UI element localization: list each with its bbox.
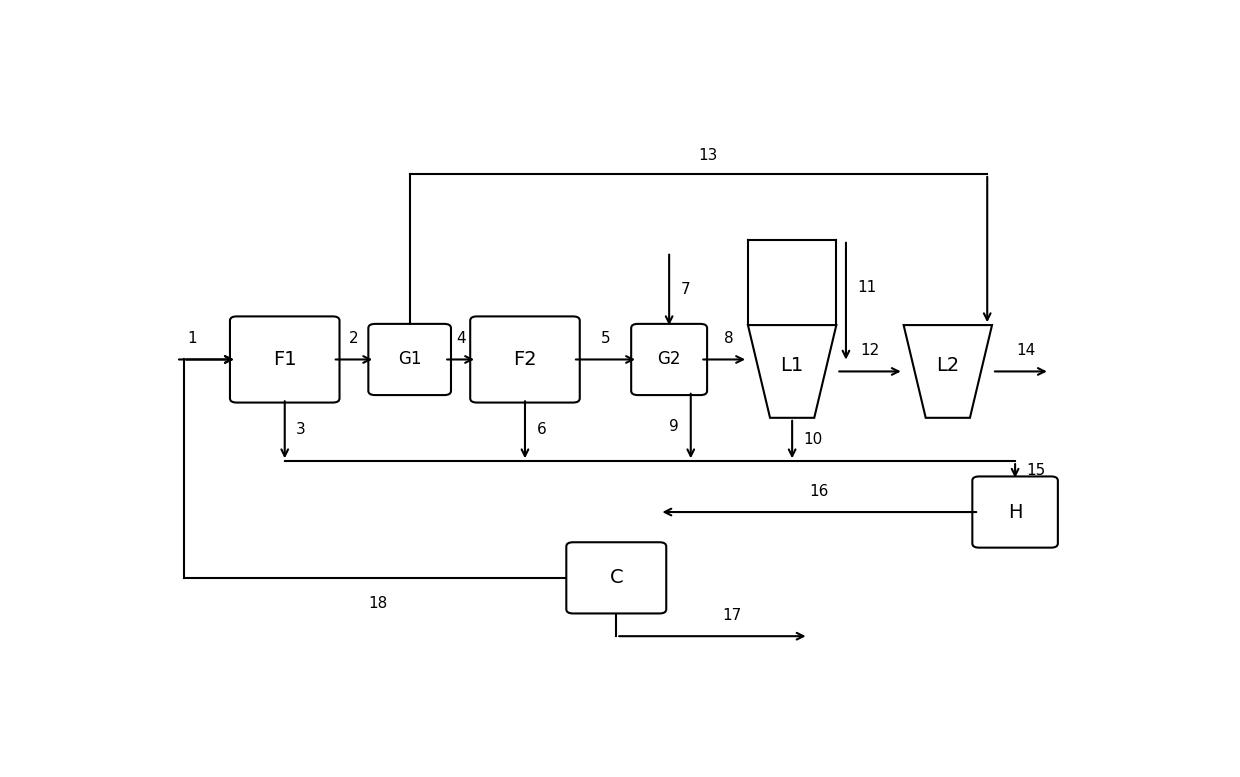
Text: 15: 15 — [1027, 463, 1045, 479]
Text: 18: 18 — [368, 596, 388, 611]
Text: L1: L1 — [780, 356, 804, 375]
Polygon shape — [748, 325, 836, 418]
FancyBboxPatch shape — [567, 542, 666, 614]
Text: 5: 5 — [600, 331, 610, 347]
Text: 6: 6 — [537, 422, 547, 437]
Text: 12: 12 — [861, 343, 879, 358]
Text: 1: 1 — [187, 331, 197, 347]
Text: 17: 17 — [722, 608, 742, 623]
Text: G1: G1 — [398, 350, 422, 368]
FancyBboxPatch shape — [368, 324, 451, 395]
Text: 7: 7 — [681, 282, 691, 298]
Text: L2: L2 — [936, 356, 960, 375]
Text: F1: F1 — [273, 350, 296, 369]
Text: 3: 3 — [296, 422, 306, 437]
Text: 13: 13 — [698, 148, 718, 163]
FancyBboxPatch shape — [972, 476, 1058, 548]
Text: 4: 4 — [456, 331, 465, 347]
FancyBboxPatch shape — [229, 316, 340, 402]
Text: G2: G2 — [657, 350, 681, 368]
Text: 9: 9 — [668, 419, 678, 434]
Polygon shape — [904, 325, 992, 418]
Text: F2: F2 — [513, 350, 537, 369]
Text: 14: 14 — [1016, 343, 1035, 358]
Text: 10: 10 — [804, 432, 823, 447]
Text: 8: 8 — [724, 331, 734, 347]
Text: 16: 16 — [810, 484, 830, 499]
FancyBboxPatch shape — [470, 316, 580, 402]
Text: 2: 2 — [350, 331, 358, 347]
Text: H: H — [1008, 503, 1022, 521]
Text: 11: 11 — [858, 280, 877, 295]
FancyBboxPatch shape — [631, 324, 707, 395]
Text: C: C — [610, 568, 622, 587]
